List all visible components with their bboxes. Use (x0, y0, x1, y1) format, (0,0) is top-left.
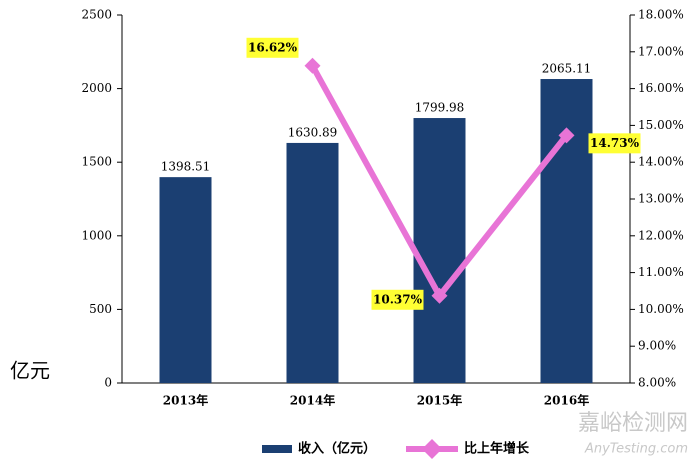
y-tick-label: 0 (104, 376, 112, 390)
y2-tick-label: 12.00% (638, 228, 684, 242)
line-marker (431, 287, 448, 304)
y-tick-label: 2500 (81, 8, 112, 22)
y-tick-label: 1500 (81, 155, 112, 169)
y2-tick-label: 16.00% (638, 81, 684, 95)
line-marker (304, 57, 321, 74)
y-tick-label: 500 (89, 302, 112, 316)
legend-label: 比上年增长 (464, 441, 530, 457)
y2-tick-label: 9.00% (638, 339, 676, 353)
bar-value-label: 1799.98 (415, 101, 465, 115)
line-marker (558, 127, 575, 144)
bar (413, 118, 466, 384)
y2-tick-label: 15.00% (638, 118, 684, 132)
y2-tick-label: 11.00% (638, 265, 684, 279)
label-background (588, 133, 641, 154)
label-background (246, 37, 299, 58)
x-tick-label: 2014年 (290, 393, 335, 408)
bar-value-label: 1630.89 (288, 125, 338, 139)
bar (286, 142, 339, 383)
y2-tick-label: 13.00% (638, 192, 684, 206)
y-tick-label: 1000 (81, 228, 112, 242)
y2-tick-label: 14.00% (638, 155, 684, 169)
label-background (371, 289, 424, 310)
line-value-label: 10.37% (373, 292, 423, 306)
bar (159, 177, 212, 383)
y2-tick-label: 17.00% (638, 44, 684, 58)
line-value-label: 16.62% (248, 40, 298, 54)
x-tick-label: 2016年 (544, 393, 589, 408)
x-tick-label: 2015年 (417, 393, 462, 408)
bar-value-label: 2065.11 (542, 62, 592, 76)
watermark: 嘉峪检测网 (578, 411, 688, 436)
y-axis-label: 亿元 (10, 359, 50, 383)
legend-swatch (422, 439, 442, 459)
line-value-label: 14.73% (590, 136, 640, 150)
watermark: AnyTesting.com (584, 442, 688, 457)
y2-tick-label: 18.00% (638, 8, 684, 22)
x-tick-label: 2013年 (163, 393, 208, 408)
legend-label: 收入（亿元） (298, 441, 376, 457)
y-tick-label: 2000 (81, 81, 112, 95)
legend-swatch (262, 445, 292, 453)
y2-tick-label: 10.00% (638, 302, 684, 316)
y2-tick-label: 8.00% (638, 376, 676, 390)
bar-value-label: 1398.51 (161, 160, 211, 174)
bar (540, 79, 593, 383)
